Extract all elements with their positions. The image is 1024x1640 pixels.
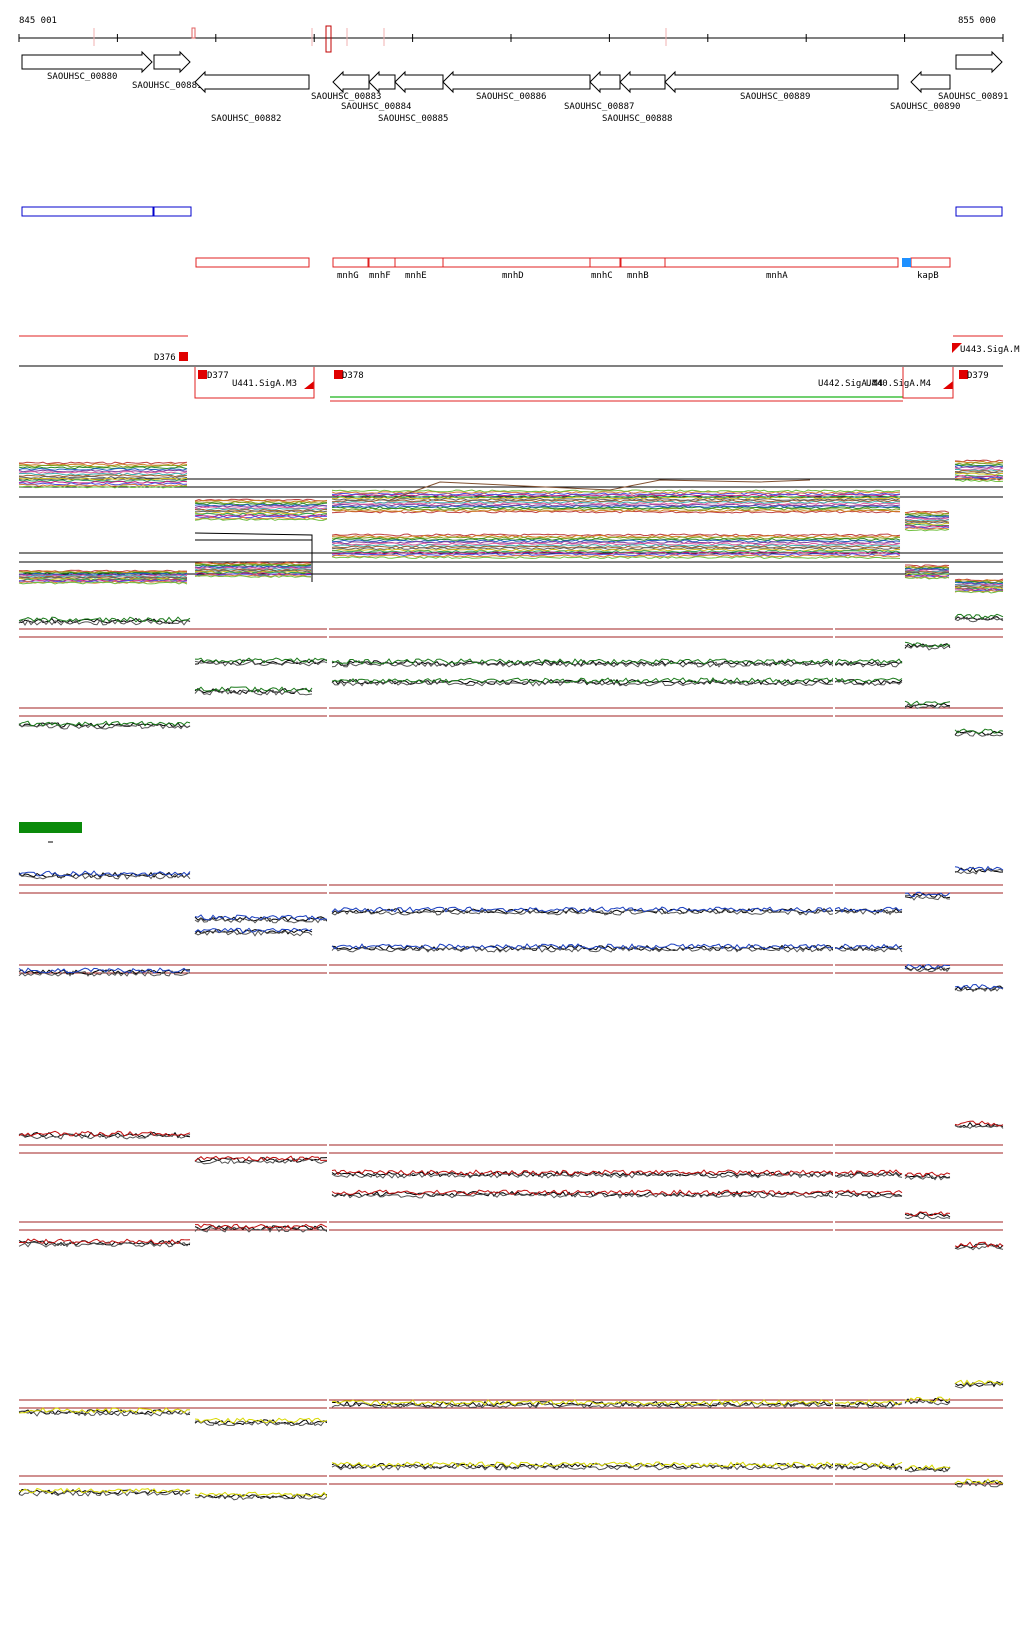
gene-label: SAOUHSC_00883 bbox=[311, 92, 381, 102]
gene-track: SAOUHSC_00880 SAOUHSC_00881 SAOUHSC_00882 S… bbox=[21, 50, 1008, 124]
protein-box[interactable] bbox=[332, 257, 369, 268]
gene-label: SAOUHSC_00890 bbox=[890, 102, 960, 112]
expression-panel-yellow bbox=[18, 1360, 1004, 1516]
feature-u441-label: U441.SigA.M3 bbox=[232, 379, 297, 389]
gene-label: SAOUHSC_00880 bbox=[47, 72, 117, 82]
gene-label: SAOUHSC_00888 bbox=[602, 114, 672, 124]
protein-label: mnhA bbox=[766, 271, 788, 281]
transcript-track: D376 D377 U441.SigA.M3 D378 U442.SigA.M4… bbox=[19, 335, 1020, 402]
feature-d376-marker[interactable] bbox=[179, 352, 188, 361]
protein-box[interactable] bbox=[442, 257, 591, 268]
gene-label: SAOUHSC_00886 bbox=[476, 92, 546, 102]
feature-d379-label: D379 bbox=[967, 371, 989, 381]
protein-label: mnhD bbox=[502, 271, 524, 281]
blue-feature-box[interactable] bbox=[21, 206, 154, 217]
protein-label: mnhC bbox=[591, 271, 613, 281]
protein-label: mnhG bbox=[337, 271, 359, 281]
gene-arrow[interactable] bbox=[394, 70, 444, 94]
gene-label: SAOUHSC_00889 bbox=[740, 92, 810, 102]
feature-u443-label: U443.SigA.M bbox=[960, 345, 1020, 355]
feature-u443-flag bbox=[952, 343, 962, 353]
expression-panel-blue bbox=[18, 845, 1004, 1005]
blue-feature-track bbox=[21, 206, 1003, 217]
protein-label: mnhB bbox=[627, 271, 649, 281]
gene-arrow[interactable] bbox=[664, 70, 899, 94]
blue-feature-box[interactable] bbox=[153, 206, 192, 217]
gene-label: SAOUHSC_00881 bbox=[132, 81, 202, 91]
expression-panel-green bbox=[18, 589, 1004, 748]
blue-feature-box[interactable] bbox=[955, 206, 1003, 217]
gene-arrow[interactable] bbox=[332, 70, 370, 94]
protein-box[interactable] bbox=[910, 257, 951, 268]
feature-d377-marker[interactable] bbox=[198, 370, 207, 379]
gene-arrow[interactable] bbox=[194, 70, 310, 94]
feature-d378-marker[interactable] bbox=[334, 370, 343, 379]
protein-label: kapB bbox=[917, 271, 939, 281]
protein-box[interactable] bbox=[394, 257, 444, 268]
gene-label: SAOUHSC_00884 bbox=[341, 102, 411, 112]
feature-d377-label: D377 bbox=[207, 371, 229, 381]
scale-bar bbox=[19, 822, 82, 843]
protein-box[interactable] bbox=[589, 257, 621, 268]
feature-d379-marker[interactable] bbox=[959, 370, 968, 379]
gene-arrow[interactable] bbox=[955, 50, 1003, 74]
gene-arrow[interactable] bbox=[589, 70, 621, 94]
expression-panel-red bbox=[18, 1105, 1004, 1262]
protein-box[interactable] bbox=[664, 257, 899, 268]
gene-arrow[interactable] bbox=[153, 50, 191, 74]
gene-label: SAOUHSC_00887 bbox=[564, 102, 634, 112]
feature-d378-label: D378 bbox=[342, 371, 364, 381]
gene-arrow[interactable] bbox=[21, 50, 153, 74]
axis-start-label: 845 001 bbox=[19, 16, 57, 26]
gene-label: SAOUHSC_00891 bbox=[938, 92, 1008, 102]
protein-track: mnhG mnhF mnhE mnhD mnhC mnhB mnhA kapB bbox=[195, 257, 951, 281]
protein-box[interactable] bbox=[620, 257, 666, 268]
expression-panel-multicolor bbox=[18, 459, 1004, 594]
protein-box[interactable] bbox=[195, 257, 310, 268]
feature-u442-label: U442.SigA.M4 bbox=[818, 379, 883, 389]
gene-arrow[interactable] bbox=[910, 70, 951, 94]
axis-end-label: 855 000 bbox=[958, 16, 996, 26]
protein-box[interactable] bbox=[368, 257, 396, 268]
feature-u440-label: U440.SigA.M4 bbox=[866, 379, 931, 389]
protein-label: mnhF bbox=[369, 271, 391, 281]
gene-label: SAOUHSC_00882 bbox=[211, 114, 281, 124]
position-axis: 845 001 855 000 bbox=[18, 16, 1004, 53]
protein-label: mnhE bbox=[405, 271, 427, 281]
gene-label: SAOUHSC_00885 bbox=[378, 114, 448, 124]
gene-arrow[interactable] bbox=[442, 70, 591, 94]
gene-arrow[interactable] bbox=[368, 70, 396, 94]
gene-arrow[interactable] bbox=[619, 70, 666, 94]
feature-d376-label: D376 bbox=[154, 353, 176, 363]
